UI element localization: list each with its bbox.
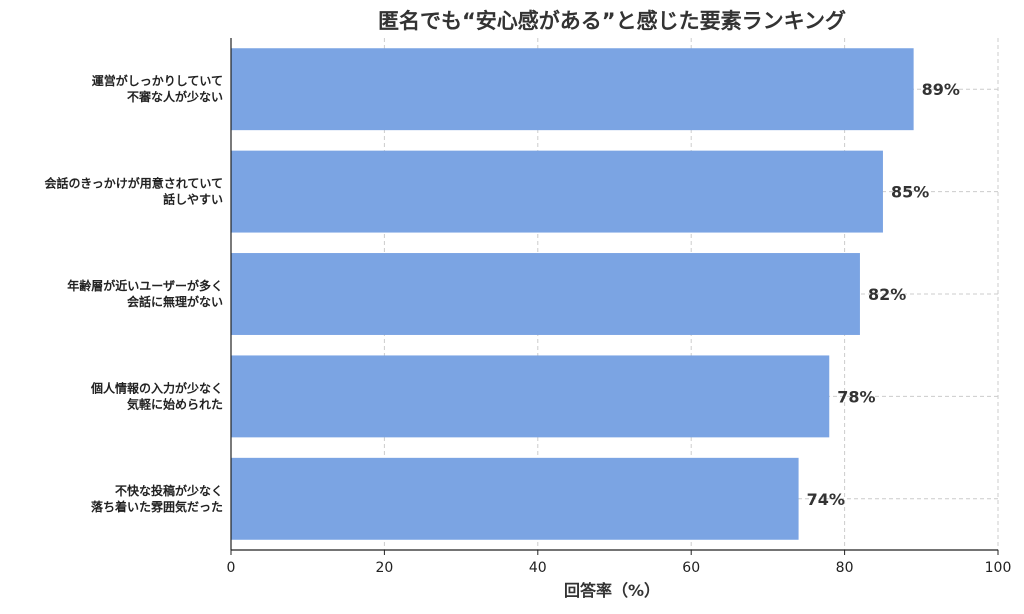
y-tick-label: 気軽に始められた [127, 396, 223, 411]
x-tick-label: 20 [375, 560, 393, 576]
chart-title: 匿名でも“安心感がある”と感じた要素ランキング [378, 9, 846, 33]
axes [230, 38, 999, 555]
x-tick-label: 80 [836, 560, 854, 576]
y-tick-label: 年齢層が近いユーザーが多く [67, 278, 223, 293]
y-tick-label: 運営がしっかりしていて [92, 73, 223, 88]
y-tick-label: 会話に無理がない [127, 294, 223, 309]
bar [231, 253, 860, 335]
data-label: 89% [922, 80, 960, 99]
data-label: 74% [807, 490, 845, 509]
data-label: 85% [891, 183, 929, 202]
bar [231, 150, 883, 233]
x-axis-label: 回答率（%） [564, 581, 660, 600]
bars [231, 48, 914, 540]
x-tick-label: 60 [682, 560, 700, 576]
y-tick-label: 会話のきっかけが用意されていて [45, 176, 223, 191]
bar [231, 457, 799, 540]
y-tick-label: 個人情報の入力が少なく [90, 380, 223, 395]
x-tick-label: 100 [985, 560, 1012, 576]
bar [231, 355, 830, 438]
data-label: 82% [868, 285, 906, 304]
bar [231, 48, 914, 131]
y-tick-label: 不審な人が少ない [127, 89, 223, 104]
y-tick-label: 不快な投稿が少なく [115, 483, 223, 498]
data-label: 78% [837, 387, 875, 406]
x-tick-label: 40 [529, 560, 547, 576]
y-tick-label: 話しやすい [163, 192, 223, 207]
x-tick-label: 0 [227, 560, 236, 576]
y-tick-label: 落ち着いた雰囲気だった [91, 499, 223, 514]
